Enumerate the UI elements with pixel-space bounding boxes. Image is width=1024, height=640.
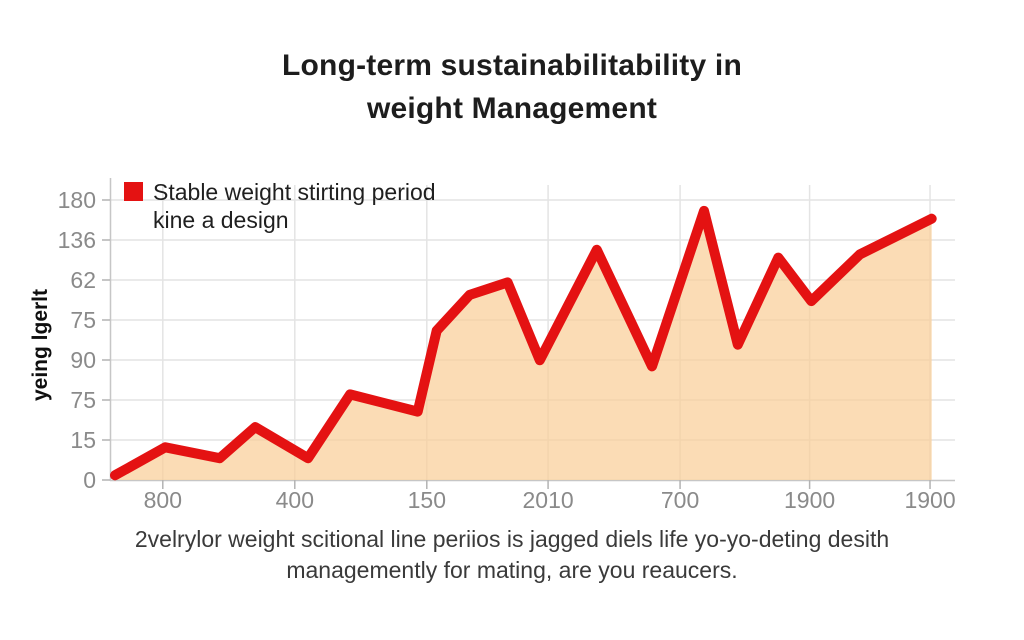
x-tick-label: 800 — [144, 487, 182, 513]
chart-title-line1: Long-term sustainabilitability in — [282, 49, 742, 82]
caption: 2velrylor weight scitional line periios … — [0, 524, 1024, 586]
y-tick-label: 75 — [70, 387, 96, 413]
y-tick-label: 15 — [70, 427, 96, 453]
y-tick-label: 0 — [83, 467, 96, 493]
x-tick-label: 1900 — [784, 487, 835, 513]
chart-title: Long-term sustainabilitability in weight… — [0, 44, 1024, 130]
x-tick-label: 1900 — [904, 487, 955, 513]
y-tick-label: 136 — [58, 227, 96, 253]
y-tick-label: 90 — [70, 347, 96, 373]
caption-line2: managemently for mating, are you reaucer… — [286, 557, 738, 583]
area-fill — [115, 210, 932, 480]
x-tick-label: 2010 — [522, 487, 573, 513]
x-tick-label: 150 — [408, 487, 446, 513]
y-axis-title: yeing lgerlt — [29, 288, 52, 402]
legend-label: Stable weight stirting period kine a des… — [153, 178, 436, 234]
legend-label-line1: Stable weight stirting period — [153, 179, 436, 205]
legend-swatch — [124, 182, 143, 201]
chart-title-line2: weight Management — [366, 92, 658, 125]
y-tick-label: 62 — [70, 267, 96, 293]
legend-label-line2: kine a design — [153, 207, 289, 233]
x-tick-label: 700 — [661, 487, 699, 513]
caption-line1: 2velrylor weight scitional line periios … — [134, 526, 890, 552]
y-tick-label: 180 — [58, 187, 96, 213]
y-tick-label: 75 — [70, 307, 96, 333]
x-tick-label: 400 — [276, 487, 314, 513]
legend: Stable weight stirting period kine a des… — [124, 178, 436, 234]
series-line — [110, 205, 937, 481]
